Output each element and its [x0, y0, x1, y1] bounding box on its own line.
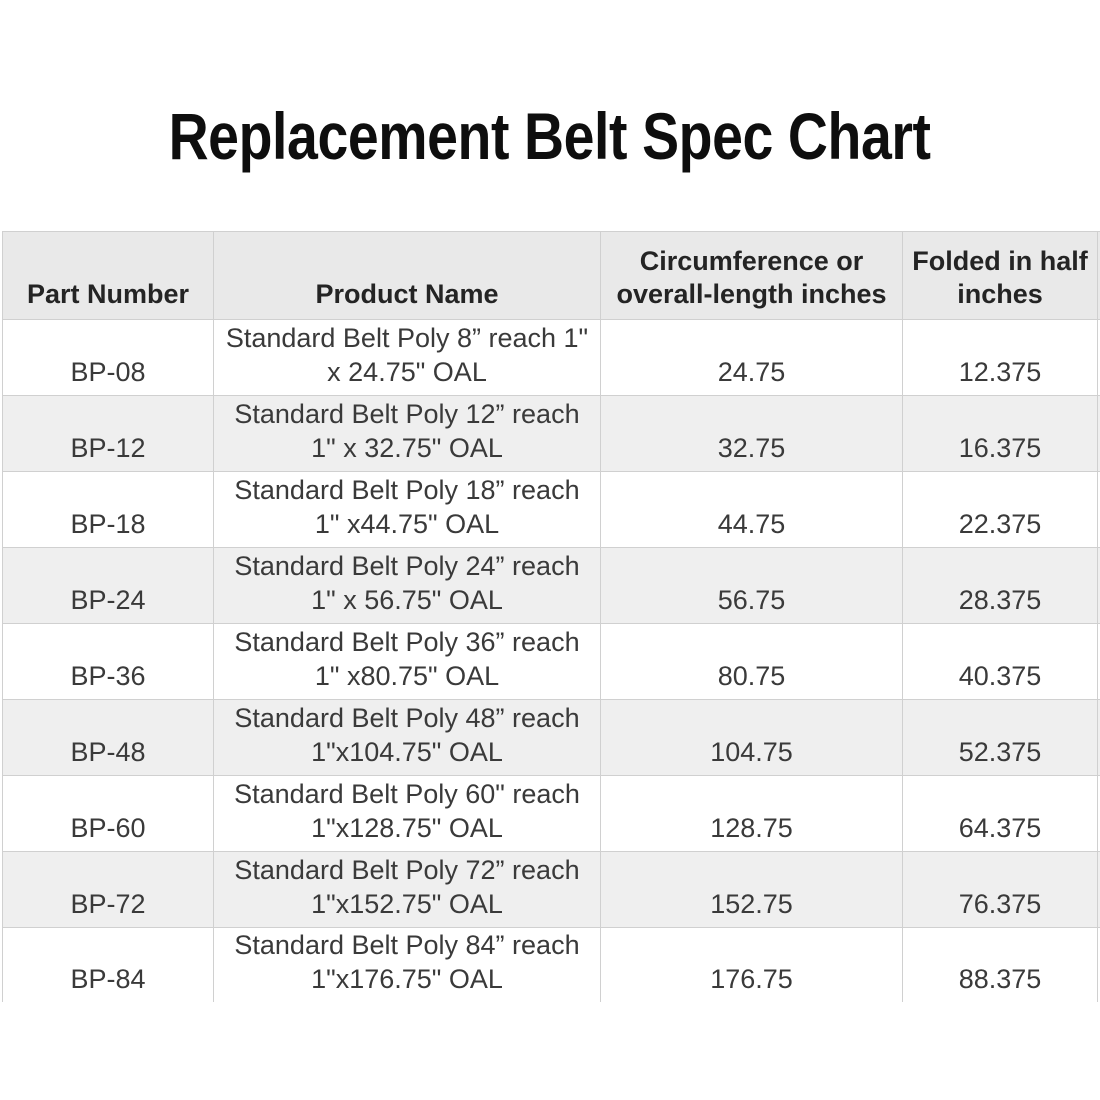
product-name-cell: Standard Belt Poly 48” reach 1"x104.75" O…: [213, 699, 601, 776]
circumference-cell: 128.75: [600, 775, 903, 852]
header-line: Circumference or: [639, 246, 864, 276]
circumference-cell: 56.75: [600, 547, 903, 624]
folded-cell: 88.375: [902, 927, 1098, 1002]
folded-cell: 64.375: [902, 775, 1098, 852]
header-line: Folded in half: [912, 246, 1088, 276]
folded-cell: 16.375: [902, 395, 1098, 472]
table-row: BP-48 Standard Belt Poly 48” reach 1"x104…: [2, 699, 1100, 776]
circumference-cell: 152.75: [600, 851, 903, 928]
table-row: BP-60 Standard Belt Poly 60" reach 1"x128…: [2, 775, 1100, 852]
table-row: BP-24 Standard Belt Poly 24” reach 1" x 5…: [2, 547, 1100, 624]
col-header-product-name: Product Name: [213, 231, 601, 320]
folded-cell: 12.375: [902, 319, 1098, 396]
page-title: Replacement Belt Spec Chart: [0, 100, 1100, 172]
folded-cell: 52.375: [902, 699, 1098, 776]
folded-cell: 22.375: [902, 471, 1098, 548]
part-number-cell: BP-36: [2, 623, 214, 700]
table-row: BP-84 Standard Belt Poly 84” reach 1"x176…: [2, 927, 1100, 1002]
table-row: BP-18 Standard Belt Poly 18” reach 1" x44…: [2, 471, 1100, 548]
cutoff-column-cell: [1097, 851, 1100, 928]
part-number-cell: BP-24: [2, 547, 214, 624]
table-row: BP-08 Standard Belt Poly 8” reach 1" x 24…: [2, 319, 1100, 396]
part-number-cell: BP-18: [2, 471, 214, 548]
part-number-cell: BP-60: [2, 775, 214, 852]
table-row: BP-72 Standard Belt Poly 72” reach 1"x152…: [2, 851, 1100, 928]
part-number-cell: BP-48: [2, 699, 214, 776]
circumference-cell: 44.75: [600, 471, 903, 548]
part-number-cell: BP-08: [2, 319, 214, 396]
header-row: Part Number Product Name Circumference o…: [2, 231, 1100, 320]
circumference-cell: 24.75: [600, 319, 903, 396]
header-line: Product Name: [315, 279, 499, 309]
part-number-cell: BP-12: [2, 395, 214, 472]
product-name-cell: Standard Belt Poly 60" reach 1"x128.75" O…: [213, 775, 601, 852]
page-title-text: Replacement Belt Spec Chart: [169, 99, 931, 173]
spec-table-body: BP-08 Standard Belt Poly 8” reach 1" x 24…: [2, 319, 1100, 1002]
folded-cell: 76.375: [902, 851, 1098, 928]
table-row: BP-12 Standard Belt Poly 12” reach 1" x 3…: [2, 395, 1100, 472]
circumference-cell: 104.75: [600, 699, 903, 776]
folded-cell: 40.375: [902, 623, 1098, 700]
col-header-circumference: Circumference or overall-length inches: [600, 231, 903, 320]
circumference-cell: 32.75: [600, 395, 903, 472]
table-row: BP-36 Standard Belt Poly 36” reach 1" x80…: [2, 623, 1100, 700]
product-name-cell: Standard Belt Poly 24” reach 1" x 56.75" …: [213, 547, 601, 624]
header-line: Part Number: [26, 279, 190, 309]
product-name-cell: Standard Belt Poly 12” reach 1" x 32.75" …: [213, 395, 601, 472]
product-name-cell: Standard Belt Poly 72” reach 1"x152.75" O…: [213, 851, 601, 928]
product-name-cell: Standard Belt Poly 36” reach 1" x80.75" O…: [213, 623, 601, 700]
product-name-cell: Standard Belt Poly 8” reach 1" x 24.75" O…: [213, 319, 601, 396]
part-number-cell: BP-72: [2, 851, 214, 928]
circumference-cell: 176.75: [600, 927, 903, 1002]
folded-cell: 28.375: [902, 547, 1098, 624]
col-header-folded: Folded in half inches: [902, 231, 1098, 320]
col-header-part-number: Part Number: [2, 231, 214, 320]
product-name-cell: Standard Belt Poly 18” reach 1" x44.75" O…: [213, 471, 601, 548]
circumference-cell: 80.75: [600, 623, 903, 700]
cutoff-column-cell: [1097, 927, 1100, 1002]
spec-table-header: Part Number Product Name Circumference o…: [2, 231, 1100, 320]
spec-table: Part Number Product Name Circumference o…: [2, 231, 1100, 1002]
product-name-cell: Standard Belt Poly 84” reach 1"x176.75" O…: [213, 927, 601, 1002]
part-number-cell: BP-84: [2, 927, 214, 1002]
